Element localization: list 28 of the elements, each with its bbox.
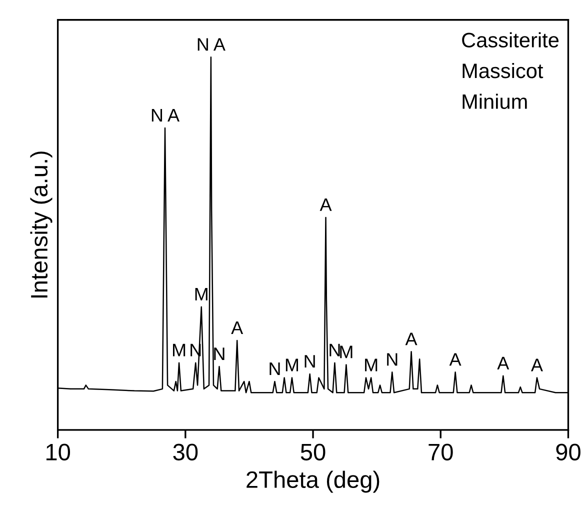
annotation: N — [387, 353, 398, 366]
x-tick-label: 70 — [428, 444, 453, 460]
x-tick-label: 10 — [46, 444, 70, 460]
annotation: Minium — [462, 94, 527, 109]
annotation: N — [330, 344, 340, 356]
annotation: M — [365, 358, 378, 372]
x-axis-title: 2Theta (deg) — [246, 470, 380, 493]
annotation: N A — [198, 38, 226, 51]
annotation: A — [405, 332, 418, 346]
annotation: A — [530, 358, 543, 372]
annotation: M — [340, 346, 352, 358]
text: Cassiterite — [462, 32, 559, 48]
x-tick-label: 30 — [173, 444, 198, 460]
annotation: A — [497, 356, 510, 370]
annotation: A — [449, 353, 462, 366]
annotation: M — [286, 358, 298, 372]
annotation: M — [195, 288, 208, 300]
annotation: A — [231, 322, 244, 334]
annotation: N — [270, 362, 280, 375]
annotation: N — [214, 348, 224, 360]
annotation: M — [173, 344, 186, 356]
annotation: N — [304, 355, 315, 368]
annotation: A — [320, 198, 332, 211]
y-axis-title: Intensity (a.u.) — [30, 152, 52, 298]
annotation: N A — [152, 109, 180, 122]
annotation: Massicot — [462, 62, 544, 78]
x-tick-label: 90 — [556, 444, 580, 460]
x-tick-label: 50 — [300, 444, 326, 460]
